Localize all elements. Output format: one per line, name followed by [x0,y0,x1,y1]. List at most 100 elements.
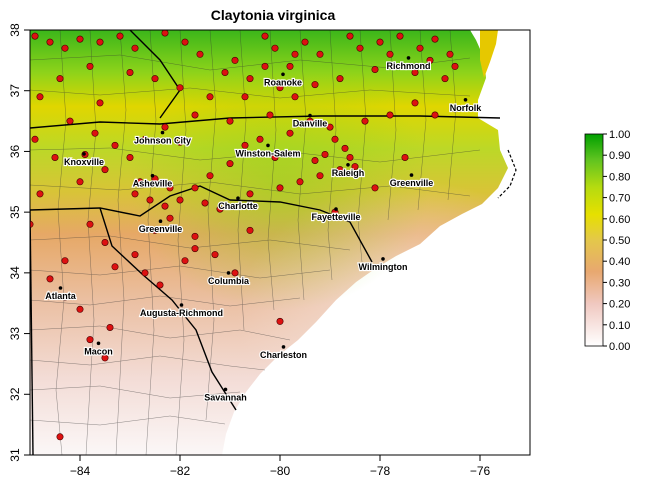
occurrence-point [306,117,314,125]
occurrence-point [301,38,309,46]
occurrence-point [191,111,199,119]
occurrence-point [351,163,359,171]
city-label: Augusta-Richmond [140,308,223,318]
y-tick-label: 31 [8,448,22,462]
occurrence-point [226,160,234,168]
occurrence-point [401,154,409,162]
occurrence-point [371,184,379,192]
occurrence-point [276,84,284,92]
colorbar-tick-label: 0.00 [609,341,630,353]
colorbar-tick-label: 0.80 [609,171,630,183]
city-marker [308,113,312,118]
occurrence-point [326,123,334,131]
city-label: Wilmington [359,262,408,272]
occurrence-point [356,44,364,52]
delmarva-peninsula [480,30,498,78]
city-marker [96,341,101,346]
occurrence-point [131,44,139,52]
occurrence-point [176,84,184,92]
city-marker [223,387,228,392]
y-tick-label: 33 [8,327,22,341]
colorbar-tick-label: 0.20 [609,299,630,311]
occurrence-points [30,30,459,441]
occurrence-point [176,196,184,204]
occurrence-point [426,56,434,64]
city-marker [406,56,411,60]
city-marker [179,303,184,307]
city-marker [160,130,165,135]
occurrence-point [441,75,449,83]
city-label: Savannah [204,392,247,402]
occurrence-point [56,75,64,83]
y-tick-label: 32 [8,387,22,401]
x-tick-label: −78 [370,464,391,478]
y-tick-label: 37 [8,84,22,98]
occurrence-point [376,38,384,46]
colorbar-gradient [584,133,604,347]
city-label: Columbia [208,276,250,286]
occurrence-point [101,166,109,174]
occurrence-point [431,35,439,43]
occurrence-point [126,69,134,77]
occurrence-point [291,93,299,101]
occurrence-point [231,269,239,277]
occurrence-point [176,138,184,146]
occurrence-point [111,263,119,271]
occurrence-point [206,93,214,101]
occurrence-point [191,184,199,192]
occurrence-point [206,172,214,180]
occurrence-point [451,105,459,113]
occurrence-point [286,62,294,70]
occurrence-point [451,62,459,70]
y-tick-label: 36 [8,144,22,158]
x-tick-label: −84 [70,464,91,478]
occurrence-point [246,226,254,234]
colorbar-tick-label: 0.90 [609,150,630,162]
occurrence-point [151,75,159,83]
occurrence-point [311,81,319,89]
occurrence-point [156,281,164,289]
city-marker [334,207,338,211]
occurrence-point [76,178,84,186]
occurrence-point [271,44,279,52]
occurrence-point [191,232,199,240]
city-marker [281,345,286,349]
occurrence-point [276,317,284,325]
colorbar-tick-label: 0.30 [609,277,630,289]
occurrence-point [61,257,69,265]
city-markers: Richmond Roanoke Norfolk Danville Johnson Ci… [44,56,483,403]
occurrence-point [46,275,54,283]
city-label: Roanoke [264,77,302,87]
occurrence-point [231,56,239,64]
occurrence-point [161,123,169,131]
occurrence-point [91,129,99,137]
y-tick-label: 38 [8,23,22,37]
city-marker [82,152,86,156]
occurrence-point [411,99,419,107]
occurrence-point [396,32,404,40]
occurrence-point [56,433,64,441]
occurrence-point [96,38,104,46]
occurrence-point [216,205,224,213]
city-marker [281,72,285,77]
y-tick-label: 35 [8,205,22,219]
piedmont-shade [30,30,530,455]
colorbar-tick-label: 0.60 [609,214,630,226]
occurrence-point [181,38,189,46]
occurrence-point [271,154,279,162]
occurrence-point [346,154,354,162]
occurrence-point [371,66,379,74]
occurrence-point [261,32,269,40]
occurrence-point [256,135,264,143]
colorbar-tick-label: 0.10 [609,320,630,332]
occurrence-point [246,190,254,198]
city-label: Winston-Salem [236,148,301,158]
occurrence-point [241,93,249,101]
occurrence-point [286,129,294,137]
city-label: Fayetteville [311,212,360,222]
colorbar-tick-label: 0.40 [609,256,630,268]
occurrence-point [36,93,44,101]
city-marker [346,163,350,167]
occurrence-point [386,111,394,119]
axes: −84 −82 −80 −78 −76 31 32 33 34 35 36 37 38 [8,23,490,478]
